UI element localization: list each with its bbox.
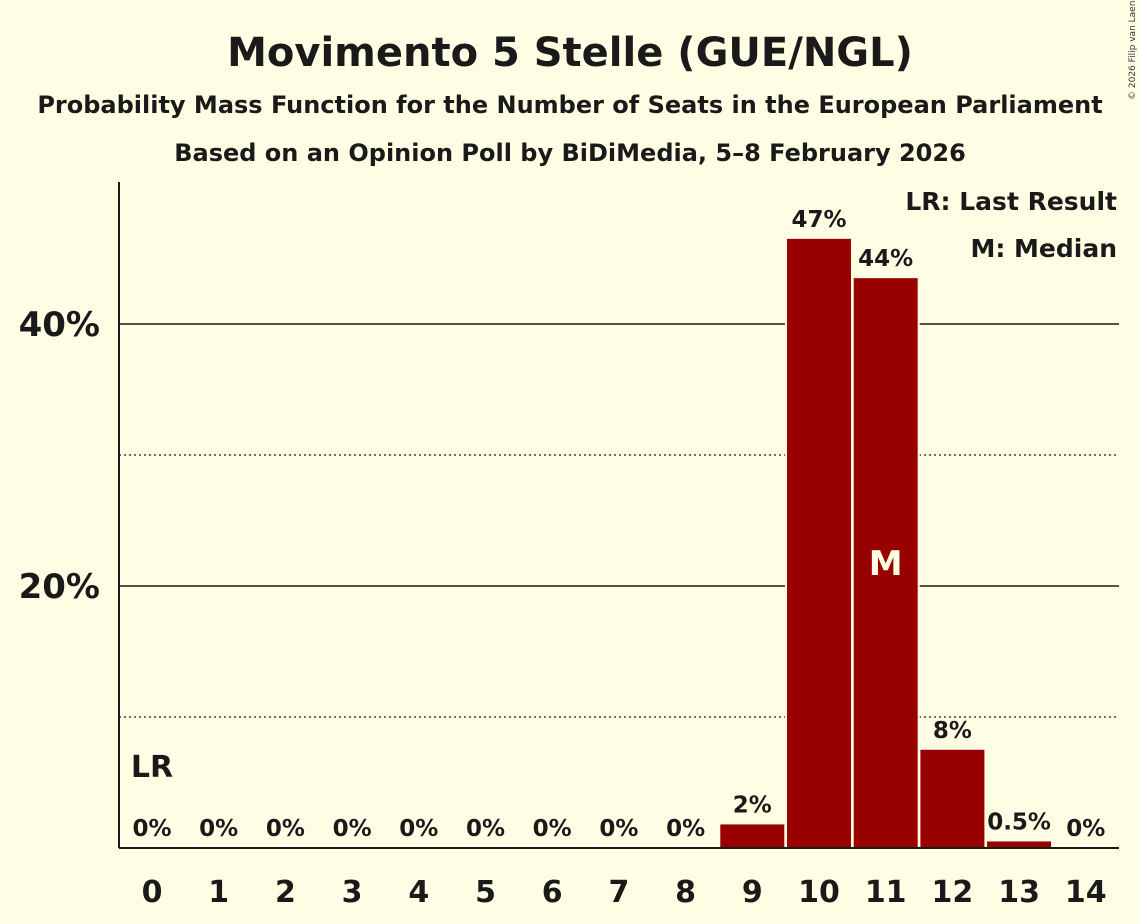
bar-11 — [853, 278, 918, 848]
bar-9 — [720, 824, 785, 848]
x-tick-1: 1 — [208, 875, 229, 910]
bar-value-label-8: 0% — [666, 816, 705, 842]
copyright-notice: © 2026 Filip van Laenen — [1128, 0, 1138, 100]
bar-10 — [787, 238, 851, 849]
bar-value-label-11: 44% — [858, 246, 913, 272]
median-marker: M — [869, 544, 903, 584]
bar-value-label-7: 0% — [599, 816, 638, 842]
chart-subtitle: Probability Mass Function for the Number… — [37, 91, 1102, 119]
x-tick-5: 5 — [475, 875, 496, 910]
bar-value-label-4: 0% — [399, 816, 438, 842]
x-tick-8: 8 — [675, 875, 696, 910]
x-tick-4: 4 — [408, 875, 429, 910]
bar-value-label-12: 8% — [933, 718, 972, 744]
legend-last-result: LR: Last Result — [905, 187, 1117, 216]
chart-title: Movimento 5 Stelle (GUE/NGL) — [227, 30, 913, 76]
bar-12 — [920, 749, 985, 848]
x-tick-10: 10 — [798, 875, 840, 910]
y-tick-20: 20% — [19, 567, 100, 607]
x-tick-7: 7 — [608, 875, 629, 910]
y-tick-40: 40% — [19, 305, 100, 345]
y-tick-labels: 20% 40% — [19, 305, 100, 607]
x-tick-0: 0 — [142, 875, 163, 910]
bars — [718, 236, 1054, 849]
x-tick-6: 6 — [542, 875, 563, 910]
bar-value-label-3: 0% — [333, 816, 372, 842]
bar-value-label-13: 0.5% — [987, 809, 1051, 835]
x-tick-labels: 0 1 2 3 4 5 6 7 8 9 10 11 12 13 14 — [142, 875, 1107, 910]
chart-subtitle-source: Based on an Opinion Poll by BiDiMedia, 5… — [174, 139, 966, 167]
bar-value-label-0: 0% — [132, 816, 171, 842]
x-tick-13: 13 — [998, 875, 1040, 910]
x-tick-3: 3 — [342, 875, 363, 910]
x-tick-12: 12 — [932, 875, 974, 910]
gridlines — [119, 323, 1119, 718]
x-tick-14: 14 — [1065, 875, 1107, 910]
bar-labels: 0% 0% 0% 0% 0% 0% 0% 0% 0% 2% 47% 44% 8% 0.5% 0% M LR — [131, 207, 1105, 842]
bar-value-label-9: 2% — [733, 792, 772, 818]
last-result-marker: LR — [131, 750, 173, 785]
bar-13 — [987, 841, 1052, 848]
bar-value-label-1: 0% — [199, 816, 238, 842]
legend-median: M: Median — [970, 234, 1117, 263]
bar-value-label-10: 47% — [791, 207, 846, 233]
x-tick-2: 2 — [275, 875, 296, 910]
bar-value-label-14: 0% — [1066, 816, 1105, 842]
bar-value-label-6: 0% — [533, 816, 572, 842]
x-tick-9: 9 — [742, 875, 763, 910]
bar-value-label-2: 0% — [266, 816, 305, 842]
bar-value-label-5: 0% — [466, 816, 505, 842]
x-tick-11: 11 — [865, 875, 907, 910]
